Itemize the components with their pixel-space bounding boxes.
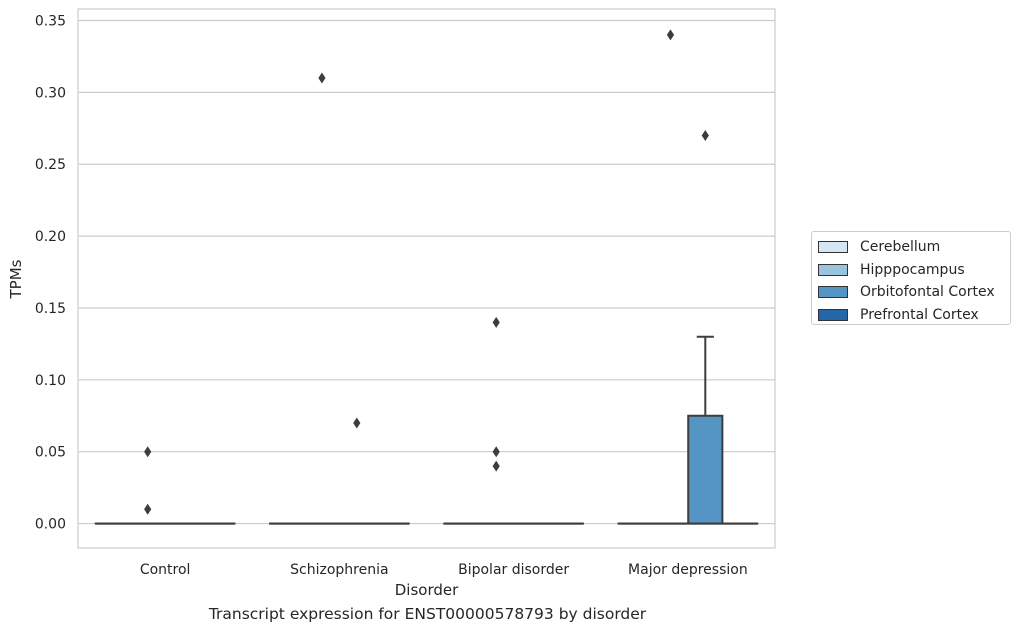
legend: Cerebellum Hipppocampus Orbitofontal Corte…: [811, 231, 1011, 325]
legend-item: Hipppocampus: [818, 259, 1004, 282]
legend-swatch: [818, 263, 848, 276]
boxes-layer: [94, 335, 759, 525]
outlier-point: [144, 503, 152, 515]
outlier-point: [318, 72, 326, 84]
outlier-point: [666, 29, 675, 41]
legend-label: Hipppocampus: [860, 261, 965, 278]
outlier-point: [353, 417, 361, 429]
x-tick-label: Control: [140, 562, 191, 578]
legend-label: Prefrontal Cortex: [860, 306, 979, 323]
outlier-point: [144, 446, 152, 458]
y-tick-labels: 0.00 0.05 0.10 0.15 0.20 0.25 0.30 0.35: [35, 13, 66, 532]
y-tick-label: 0.00: [35, 517, 66, 533]
y-tick-label: 0.10: [35, 373, 66, 389]
legend-label: Cerebellum: [860, 239, 941, 256]
legend-swatch: [818, 241, 848, 254]
box-2-3: [687, 335, 724, 525]
y-tick-label: 0.05: [35, 445, 66, 461]
y-axis-label: TPMs: [7, 259, 25, 299]
x-tick-labels: Control Schizophrenia Bipolar disorder Majo…: [140, 562, 748, 578]
y-tick-label: 0.35: [35, 13, 66, 29]
outlier-point: [492, 460, 500, 472]
x-axis-label: Disorder: [395, 581, 459, 599]
outlier-point: [492, 316, 500, 328]
plot-frame: [77, 8, 776, 549]
x-tick-label: Bipolar disorder: [458, 562, 569, 578]
outlier-point: [701, 129, 709, 141]
box-body: [687, 414, 724, 525]
legend-item: Orbitofontal Cortex: [818, 281, 1004, 304]
x-tick-label: Major depression: [628, 562, 748, 578]
legend-item: Prefrontal Cortex: [818, 304, 1004, 327]
chart-caption: Transcript expression for ENST0000057879…: [208, 605, 647, 623]
legend-item: Cerebellum: [818, 236, 1004, 259]
grid-layer: [78, 19, 775, 525]
legend-swatch: [818, 308, 848, 321]
legend-label: Orbitofontal Cortex: [860, 284, 995, 301]
outlier-point: [492, 446, 500, 458]
y-tick-label: 0.20: [35, 229, 66, 245]
outliers-layer: [144, 29, 709, 515]
y-tick-label: 0.25: [35, 157, 66, 173]
y-tick-label: 0.30: [35, 85, 66, 101]
x-tick-label: Schizophrenia: [290, 562, 388, 578]
legend-swatch: [818, 286, 848, 299]
y-tick-label: 0.15: [35, 301, 66, 317]
